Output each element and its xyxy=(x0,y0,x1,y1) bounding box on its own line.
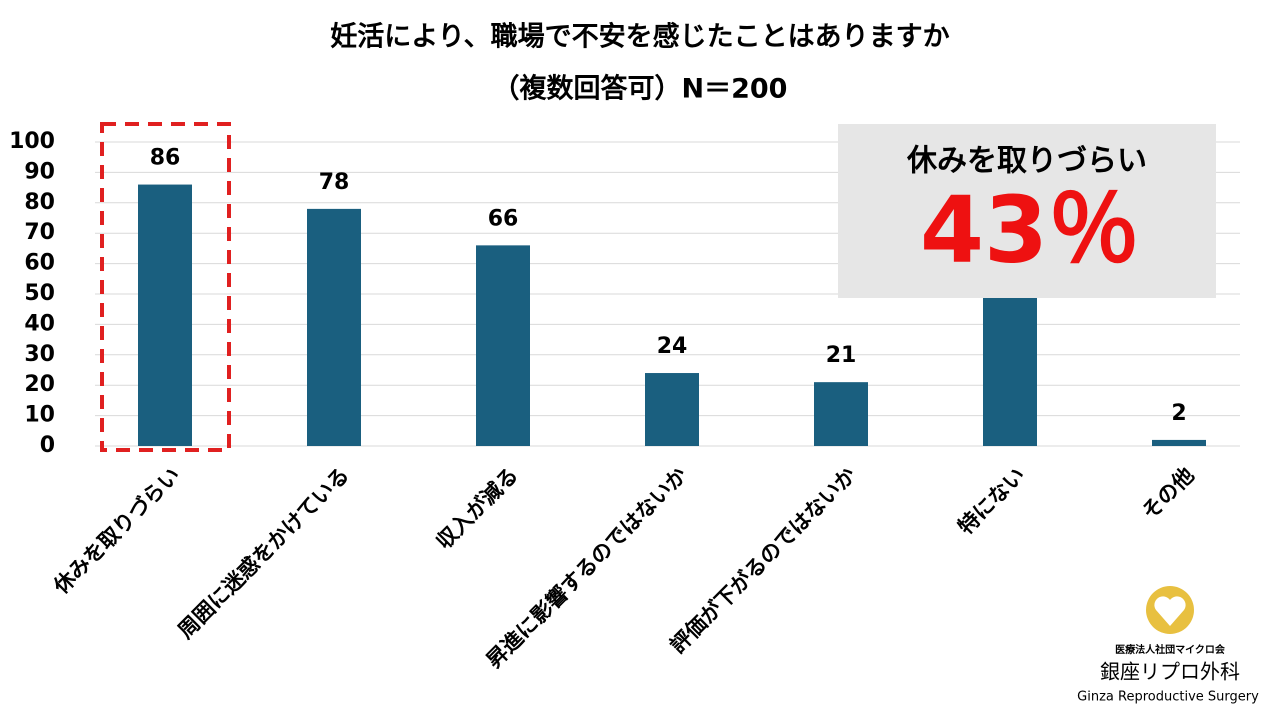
logo-heart xyxy=(1154,596,1186,626)
logo: 医療法人社団マイクロ会 銀座リプロ外科 Ginza Reproductive S… xyxy=(1077,586,1259,705)
y-tick-label: 10 xyxy=(24,403,55,428)
callout-box xyxy=(838,124,1216,298)
x-tick-label: 昇進に影響するのではないか xyxy=(482,463,692,673)
value-label: 2 xyxy=(1171,401,1186,426)
value-label: 66 xyxy=(488,206,519,231)
y-tick-label: 80 xyxy=(24,190,55,215)
bar xyxy=(645,373,699,446)
bar xyxy=(138,184,192,446)
x-tick-label: 周囲に迷惑をかけている xyxy=(173,463,353,643)
logo-name-en: Ginza Reproductive Surgery xyxy=(1077,690,1259,705)
value-label: 21 xyxy=(826,343,857,368)
y-tick-label: 30 xyxy=(24,342,55,367)
logo-org: 医療法人社団マイクロ会 xyxy=(1115,643,1225,656)
y-tick-label: 40 xyxy=(24,311,55,336)
highlight-box xyxy=(100,122,231,452)
logo-name: 銀座リプロ外科 xyxy=(1100,660,1240,684)
bar xyxy=(1152,439,1206,446)
y-tick-label: 20 xyxy=(24,372,55,397)
y-tick-label: 0 xyxy=(40,433,55,458)
y-tick-label: 90 xyxy=(24,159,55,184)
x-tick-label: 収入が減る xyxy=(432,463,523,554)
chart-title: 妊活により、職場で不安を感じたことはありますか xyxy=(330,21,949,53)
bar xyxy=(814,382,868,446)
bar xyxy=(476,245,530,446)
x-tick-label: その他 xyxy=(1137,463,1199,525)
bar xyxy=(983,278,1037,446)
value-label: 24 xyxy=(657,334,688,359)
value-label: 78 xyxy=(319,170,350,195)
bar xyxy=(307,208,361,446)
callout-value: 43％ xyxy=(920,176,1140,283)
callout-label: 休みを取りづらい xyxy=(906,144,1147,179)
x-tick-label: 特にない xyxy=(953,463,1029,539)
chart-subtitle: （複数回答可）N＝200 xyxy=(493,73,788,105)
y-tick-label: 70 xyxy=(24,220,55,245)
x-tick-label: 休みを取りづらい xyxy=(48,463,184,599)
value-label: 86 xyxy=(150,146,181,171)
y-tick-label: 100 xyxy=(9,129,55,154)
y-tick-label: 50 xyxy=(24,281,55,306)
y-tick-label: 60 xyxy=(24,251,55,276)
x-tick-label: 評価が下がるのではないか xyxy=(666,463,861,658)
